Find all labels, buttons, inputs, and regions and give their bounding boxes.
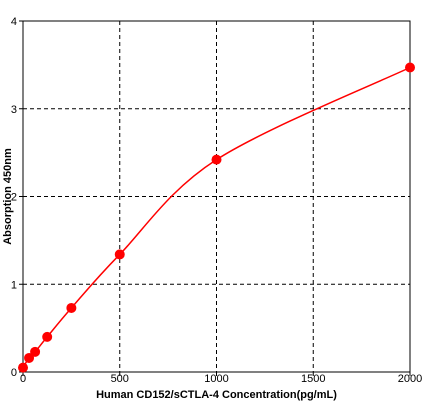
data-point	[30, 346, 41, 357]
data-point	[42, 331, 53, 342]
grid	[23, 21, 410, 372]
axis-ticks: 0 500 1000 1500 2000 0 1 2 3 4	[11, 16, 422, 385]
x-axis-label: Human CD152/sCTLA-4 Concentration(pg/mL)	[96, 389, 337, 401]
y-tick-label: 2	[11, 192, 17, 204]
y-tick-label: 0	[11, 367, 17, 379]
y-tick-label: 4	[11, 16, 17, 28]
data-point	[211, 154, 222, 165]
x-tick-label: 1500	[301, 373, 325, 385]
x-tick-label: 0	[20, 373, 26, 385]
y-tick-label: 1	[11, 279, 17, 291]
data-points	[18, 62, 415, 373]
data-point	[18, 362, 28, 373]
data-point	[114, 249, 125, 260]
data-point	[66, 302, 77, 313]
data-point	[24, 352, 35, 363]
y-tick-label: 3	[11, 104, 17, 116]
data-point	[405, 62, 415, 73]
y-axis-label: Absorption 450nm	[2, 148, 14, 245]
x-tick-label: 500	[111, 373, 129, 385]
x-tick-label: 2000	[398, 373, 422, 385]
x-tick-label: 1000	[204, 373, 228, 385]
